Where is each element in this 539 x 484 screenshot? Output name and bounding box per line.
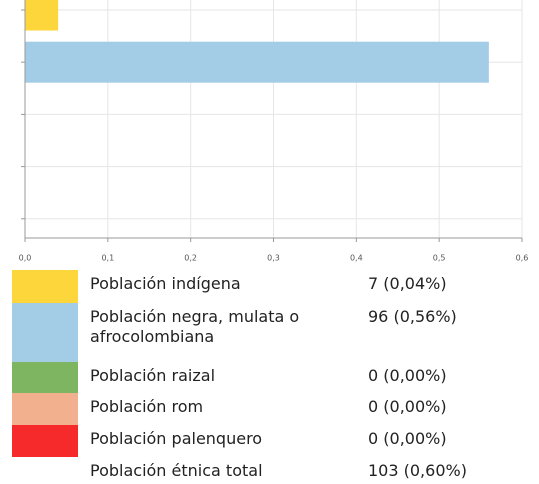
bar [25,0,59,31]
bar [25,41,489,83]
total-value: 103 (0,60%) [368,461,467,480]
legend-value: 0 (0,00%) [368,397,447,416]
legend-row: Población negra, mulata o afrocolombiana… [0,303,539,362]
legend-name: Población palenquero [90,429,263,448]
legend-swatch [12,393,78,425]
legend-row: Población indígena 7 (0,04%) [0,270,539,303]
x-tick-label: 0,2 [184,254,197,263]
legend-value: 0 (0,00%) [368,366,447,385]
legend-swatch [12,362,78,393]
x-tick-label: 0,5 [433,254,446,263]
legend-name: Población indígena [90,274,241,293]
legend-value: 0 (0,00%) [368,429,447,448]
legend-row: Población raizal 0 (0,00%) [0,362,539,393]
legend-name: Población raizal [90,366,216,385]
legend-name: Población negra, mulata o afrocolombiana [90,307,300,346]
total-row: Población étnica total 103 (0,60%) [0,457,539,484]
legend-row: Población palenquero 0 (0,00%) [0,425,539,457]
legend-swatch [12,303,78,362]
x-tick-label: 0,3 [267,254,280,263]
legend-value: 7 (0,04%) [368,274,447,293]
x-tick-label: 0,6 [516,254,529,263]
legend-value: 96 (0,56%) [368,307,457,326]
x-tick-label: 0,1 [101,254,114,263]
total-name: Población étnica total [90,461,263,480]
legend-row: Población rom 0 (0,00%) [0,393,539,425]
legend-name: Población rom [90,397,204,416]
legend-swatch [12,425,78,457]
x-tick-label: 0,4 [350,254,363,263]
chart: 0,0 0,1 0,2 0,3 0,4 0,5 0,6 [19,0,529,263]
x-tick-label: 0,0 [19,254,32,263]
legend-swatch [12,270,78,303]
